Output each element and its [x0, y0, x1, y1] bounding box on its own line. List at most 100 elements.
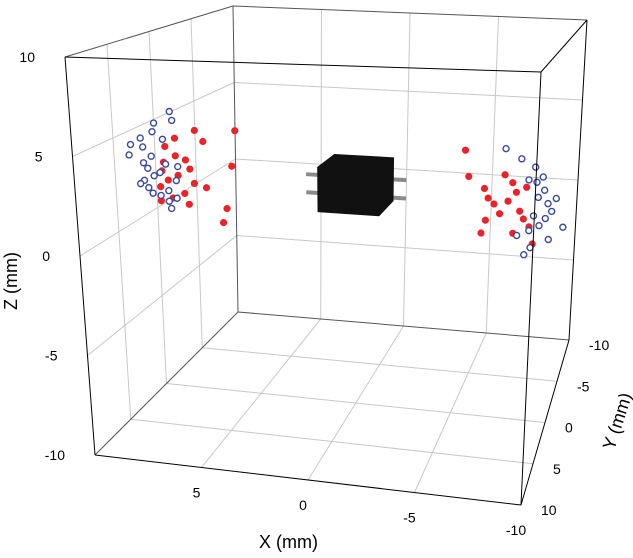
data-point-filled: [223, 205, 231, 213]
data-point-open: [150, 171, 158, 180]
z-tick-label: -5: [45, 348, 58, 364]
data-point-open: [518, 155, 526, 163]
grid-line: [130, 418, 534, 465]
data-point-open: [539, 173, 547, 181]
y-tick-label: 10: [541, 502, 557, 518]
data-point-open: [540, 186, 549, 194]
frame-edge: [232, 5, 239, 313]
data-point-open: [520, 251, 528, 259]
data-point-open: [165, 197, 174, 205]
y-axis-label: Y (mm): [599, 390, 633, 452]
data-point-open: [544, 235, 552, 244]
data-point-filled: [523, 183, 531, 191]
y-tick-label: -10: [589, 337, 609, 353]
frame-edge: [94, 311, 239, 456]
x-tick-label: 0: [299, 497, 307, 513]
frame-edge: [520, 339, 570, 506]
frame-edge: [64, 56, 96, 456]
data-point-open: [535, 221, 543, 230]
tick-layer: 10 5 0 -5 -10 5 0 -5 -10 -10 -5 0 5 10: [19, 49, 609, 538]
data-point-open: [157, 191, 165, 200]
data-point-filled: [171, 152, 179, 160]
data-point-open: [136, 179, 145, 188]
frame-edge: [520, 71, 542, 506]
data-point-filled: [512, 188, 521, 196]
frame-edge: [237, 311, 570, 341]
y-tick-label: -5: [577, 378, 590, 394]
frame-edge: [64, 56, 542, 73]
grid-line: [201, 318, 322, 468]
data-point-open: [161, 160, 170, 168]
data-point-open: [547, 207, 556, 216]
data-point-filled: [181, 189, 189, 198]
data-point-open: [139, 159, 148, 167]
grid-line: [79, 158, 236, 257]
data-point-open: [165, 186, 173, 195]
data-point-filled: [504, 197, 512, 205]
data-point-filled: [228, 162, 236, 170]
data-point-open: [158, 135, 167, 143]
z-axis-label: Z (mm): [1, 252, 21, 310]
data-point-filled: [199, 137, 207, 146]
frame-back: [64, 5, 588, 456]
data-point-filled: [202, 184, 211, 192]
frame-edge: [540, 19, 588, 73]
data-point-open: [534, 193, 542, 202]
grid-layer: [72, 9, 583, 493]
data-point-filled: [157, 183, 165, 191]
data-point-open: [156, 168, 164, 177]
data-point-open: [173, 194, 181, 202]
data-point-open: [148, 128, 156, 136]
data-point-open: [138, 143, 147, 151]
data-point-filled: [465, 172, 473, 181]
data-point-open: [544, 199, 552, 208]
box-object: [317, 153, 395, 217]
data-point-open: [149, 119, 158, 127]
data-point-open: [174, 162, 182, 171]
data-point-open: [512, 231, 521, 240]
frame-edge: [64, 5, 234, 58]
object-layer: [305, 153, 407, 217]
data-point-open: [526, 243, 534, 252]
points-layer: [125, 107, 567, 259]
data-point-filled: [481, 216, 489, 224]
frame-front: [64, 19, 588, 506]
data-point-open: [531, 163, 540, 171]
data-point-open: [136, 134, 144, 142]
grid-line: [106, 44, 132, 420]
data-point-filled: [501, 171, 509, 179]
grid-line: [235, 158, 579, 181]
data-point-filled: [484, 194, 492, 202]
z-tick-label: 0: [42, 248, 50, 264]
data-point-filled: [181, 156, 190, 164]
data-point-filled: [185, 200, 193, 208]
data-point-filled: [231, 127, 239, 135]
data-point-open: [167, 116, 176, 125]
data-point-open: [149, 189, 157, 197]
data-point-filled: [170, 134, 179, 142]
data-point-filled: [461, 146, 470, 154]
frame-edge: [232, 5, 588, 21]
x-tick-label: -10: [506, 522, 526, 538]
data-point-filled: [490, 200, 498, 208]
z-tick-label: -10: [45, 447, 65, 463]
x-tick-label: -5: [403, 510, 416, 526]
data-point-open: [125, 151, 133, 159]
data-point-filled: [186, 165, 194, 173]
data-point-filled: [190, 126, 198, 135]
data-point-filled: [157, 197, 165, 205]
grid-line: [234, 82, 583, 101]
data-point-filled: [190, 179, 198, 188]
data-point-filled: [480, 184, 489, 193]
data-point-filled: [219, 218, 228, 227]
data-point-open: [144, 164, 152, 172]
frame-edge: [568, 19, 588, 341]
z-tick-label: 5: [35, 149, 43, 165]
y-tick-label: 0: [565, 420, 573, 436]
data-point-open: [525, 176, 533, 184]
data-point-filled: [164, 176, 172, 184]
data-point-open: [165, 107, 173, 116]
data-point-filled: [477, 229, 485, 237]
data-point-filled: [495, 210, 504, 218]
